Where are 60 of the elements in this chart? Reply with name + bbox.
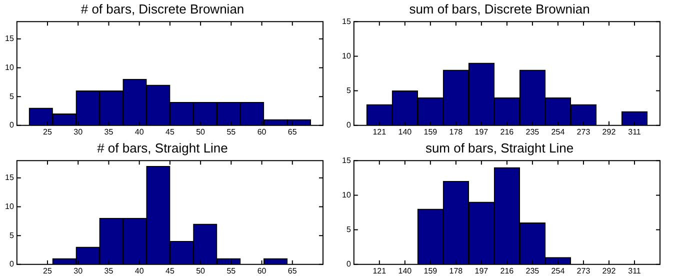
y-tick-label: 5	[346, 225, 352, 234]
x-tick-label: 60	[257, 266, 267, 276]
x-tick-label: 25	[43, 266, 53, 276]
x-tick-label: 197	[474, 266, 489, 276]
x-tick-label: 254	[551, 266, 566, 276]
chart-title: # of bars, Discrete Brownian	[80, 1, 244, 16]
x-tick-label: 50	[196, 266, 206, 276]
x-tick-label: 40	[134, 266, 144, 276]
x-tick-label: 45	[165, 266, 175, 276]
y-tick-label: 15	[342, 16, 352, 26]
x-tick-label: 55	[226, 266, 236, 276]
x-tick-label: 311	[628, 266, 642, 276]
x-tick-label: 121	[372, 266, 387, 276]
x-tick-label: 30	[74, 266, 84, 276]
y-tick-label: 15	[4, 173, 14, 182]
y-tick-label: 5	[346, 86, 352, 96]
x-tick-label: 65	[288, 266, 298, 276]
x-tick-label: 197	[474, 127, 489, 136]
y-tick-label: 15	[342, 156, 352, 165]
x-tick-label: 25	[43, 127, 53, 136]
x-tick-label: 216	[500, 127, 514, 136]
x-tick-label: 273	[576, 127, 591, 136]
y-tick-label: 0	[9, 120, 14, 130]
x-tick-label: 60	[257, 127, 267, 136]
x-tick-label: 35	[104, 266, 114, 276]
x-tick-label: 140	[398, 266, 412, 276]
x-tick-label: 40	[134, 127, 144, 136]
x-tick-label: 65	[288, 127, 298, 136]
x-tick-label: 178	[449, 127, 464, 136]
x-tick-label: 159	[424, 266, 438, 276]
x-tick-label: 35	[104, 127, 114, 136]
chart-title: sum of bars, Discrete Brownian	[409, 1, 590, 16]
y-tick-label: 10	[4, 202, 14, 211]
x-tick-label: 235	[526, 266, 540, 276]
x-tick-label: 159	[424, 127, 438, 136]
x-tick-label: 50	[196, 127, 206, 136]
x-tick-label: 273	[576, 266, 591, 276]
y-tick-label: 5	[9, 230, 14, 240]
x-tick-label: 178	[449, 266, 464, 276]
y-tick-label: 15	[4, 34, 14, 44]
x-tick-label: 235	[526, 127, 540, 136]
x-tick-label: 45	[165, 127, 175, 136]
y-tick-label: 0	[346, 260, 352, 269]
y-tick-label: 10	[342, 190, 352, 200]
y-tick-label: 5	[9, 92, 14, 101]
x-tick-label: 254	[551, 127, 566, 136]
y-tick-label: 0	[346, 120, 352, 130]
x-tick-label: 216	[500, 266, 514, 276]
x-tick-label: 55	[226, 127, 236, 136]
x-tick-label: 140	[398, 127, 412, 136]
chart-title: sum of bars, Straight Line	[425, 140, 574, 156]
x-tick-label: 30	[74, 127, 84, 136]
x-tick-label: 292	[602, 127, 616, 136]
x-tick-label: 292	[602, 266, 616, 276]
y-tick-label: 10	[342, 51, 352, 60]
chart-title: # of bars, Straight Line	[97, 140, 228, 156]
y-tick-label: 0	[9, 260, 14, 269]
x-tick-label: 311	[628, 127, 642, 136]
x-tick-label: 121	[372, 127, 387, 136]
y-tick-label: 10	[4, 62, 14, 72]
